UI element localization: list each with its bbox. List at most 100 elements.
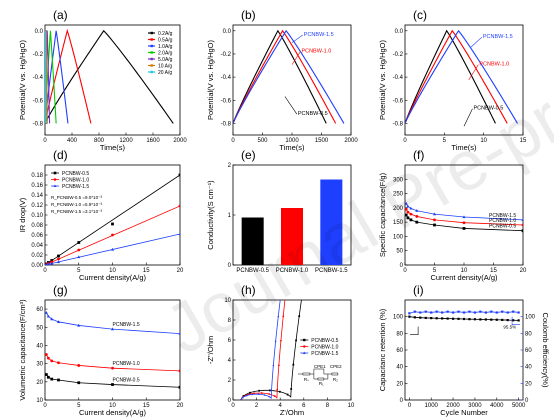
series-line: [405, 29, 496, 124]
data-point: [408, 315, 411, 318]
panel-label: (d): [53, 148, 68, 162]
data-point: [245, 394, 248, 397]
category-label: PCNBW-0.5: [236, 268, 269, 274]
y-tick-label: 40: [36, 343, 43, 349]
data-point: [419, 316, 422, 319]
y-tick-label: -0.8: [33, 121, 44, 127]
chart-panel-d: 0 5 10 15 20 0.00 0.02 0.04 0.06 0.08 0.10 0.12 0.14…: [18, 148, 184, 282]
x-tick-label: 0: [231, 138, 235, 144]
chart-panel-c: 0 5 10 15 -0.8 -0.6 -0.4 -0.2 0.0 Time(s) Potentia…: [378, 8, 527, 152]
y-tick-label: -0.2: [393, 52, 404, 58]
chart-panel-g: 0 5 10 15 20 10 20 30 40 50 60 Current density(A/g)…: [18, 283, 184, 417]
y-tick-label: 0.10: [31, 213, 43, 219]
fit-line: [45, 174, 180, 265]
slope-annotation: R_PCNBW-0.5 =9.0*10⁻³: [51, 195, 102, 200]
y-tick-label: 0: [228, 263, 232, 269]
panel-label: (f): [413, 148, 424, 162]
data-point: [57, 378, 60, 382]
data-point: [484, 318, 487, 321]
label-arrow: [284, 96, 298, 115]
y-tick-label: 2: [228, 163, 232, 169]
data-point: [50, 259, 54, 262]
y-axis-label: Potential(V vs. Hg/HgO): [206, 39, 215, 120]
y-tick-label: 8: [228, 318, 232, 324]
data-point: [415, 209, 419, 212]
data-point: [484, 311, 487, 314]
data-point: [241, 396, 244, 399]
x-tick-label: 1200: [119, 138, 133, 144]
y-tick-label: -0.6: [33, 98, 44, 104]
data-point: [441, 317, 444, 320]
plot-area: [408, 310, 520, 322]
y-axis-label: -Z''/Ohm: [206, 336, 215, 364]
x-tick-label: 0: [43, 403, 47, 409]
y-tick-label: 2: [228, 378, 232, 384]
y-tick-label: 0: [400, 263, 404, 269]
data-point: [479, 318, 482, 321]
series-line: [233, 29, 337, 124]
series-label: PCNBW-1.5: [489, 213, 516, 219]
data-point: [178, 173, 180, 177]
data-point: [272, 364, 275, 367]
data-point: [432, 212, 437, 216]
data-point: [408, 312, 411, 315]
y-tick-label: 0.04: [31, 243, 43, 249]
data-point: [282, 315, 285, 318]
data-point: [430, 316, 433, 320]
x-tick-label: 10: [461, 268, 468, 274]
data-point: [46, 356, 50, 360]
y-tick-label: 300: [393, 177, 404, 183]
chart-panel-e: 0 1 2 Conductivity(S cm⁻¹) (e) PCNBW-0.5 PCNBW…: [206, 148, 352, 274]
x-axis-label: Time(s): [100, 143, 126, 152]
legend-marker: [303, 345, 306, 348]
legend-entry: PCNBW-0.5: [311, 338, 338, 344]
x-tick-label: 5: [433, 268, 437, 274]
resistor-r1: [317, 377, 325, 381]
x-tick-label: 5: [443, 138, 447, 144]
data-point: [50, 377, 54, 381]
data-point: [490, 310, 493, 313]
data-point: [424, 316, 427, 320]
legend-entry: PCNBW-1.0: [62, 177, 89, 183]
y-tick-label: 30: [36, 362, 43, 368]
bar: [241, 217, 264, 265]
x-tick-label: 400: [67, 138, 78, 144]
x-tick-label: 15: [143, 403, 150, 409]
x-tick-label: 10: [109, 268, 116, 274]
data-point: [501, 318, 504, 322]
y-right-tick-label: 60: [525, 348, 532, 354]
data-point: [278, 390, 281, 393]
data-point: [46, 314, 50, 318]
y-tick-label: -0.2: [33, 52, 44, 58]
x-axis-label: Time(s): [451, 143, 477, 152]
y-tick-label: 0.14: [31, 193, 43, 199]
y-tick-label: 0.18: [31, 173, 43, 179]
data-point: [45, 353, 48, 356]
y-axis-label: Potential(V vs. Hg/HgO): [18, 39, 27, 120]
data-point: [77, 241, 81, 244]
data-point: [248, 391, 251, 394]
data-point: [268, 393, 271, 395]
label-arrow: [291, 51, 301, 65]
x-tick-label: 0: [231, 403, 235, 409]
data-point: [413, 310, 416, 313]
data-point: [406, 216, 410, 220]
data-point: [506, 311, 509, 314]
series-line: [45, 29, 174, 124]
label-arrow: [291, 34, 303, 43]
data-point: [45, 262, 48, 265]
y-axis-label: Capacitanc retention (%): [378, 308, 387, 391]
legend-marker: [150, 57, 153, 61]
data-point: [506, 318, 509, 322]
plot-area: [45, 173, 180, 265]
legend-marker: [150, 31, 153, 35]
data-point: [57, 361, 60, 365]
data-point: [446, 317, 449, 320]
legend-entry: PCNBW-1.0: [311, 344, 338, 350]
y-tick-label: 150: [393, 220, 404, 226]
x-tick-label: 4000: [490, 403, 504, 409]
data-point: [111, 233, 114, 237]
x-tick-label: 15: [143, 268, 150, 274]
circuit-label: CPE1: [314, 364, 326, 369]
